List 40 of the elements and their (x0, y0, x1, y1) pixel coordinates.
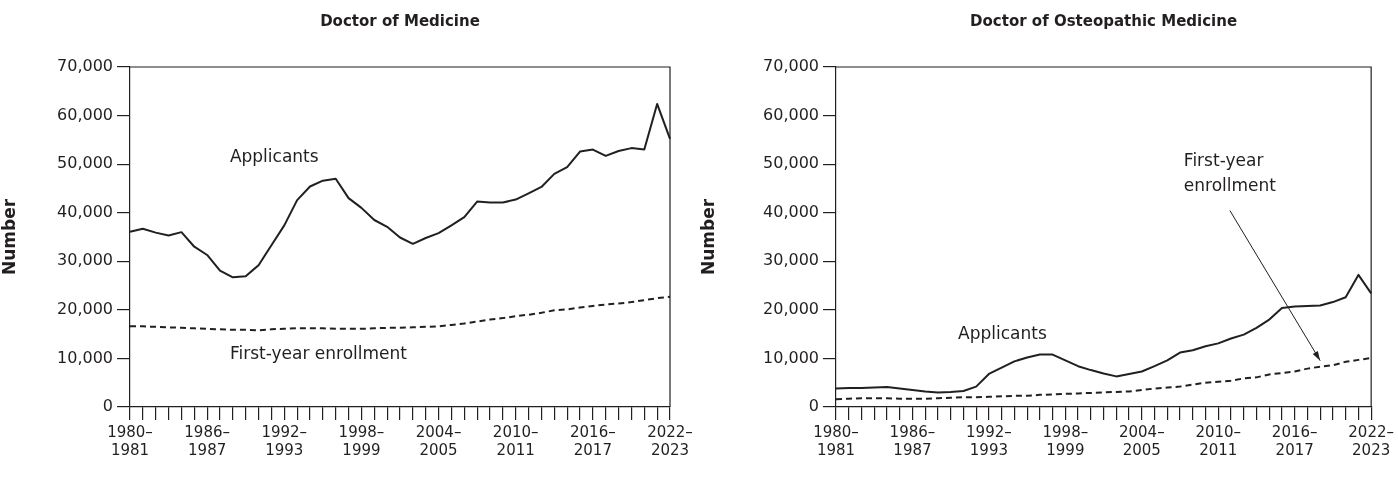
y-axis-title: Number (697, 198, 718, 276)
y-tick-label: 70,000 (763, 56, 819, 76)
y-tick-label: 20,000 (57, 299, 113, 319)
x-tick-label: 1986–1987 (184, 422, 230, 459)
x-tick-label: 2022–2023 (647, 422, 693, 459)
x-tick-label: 1980–1981 (813, 422, 859, 459)
x-tick-label: 2004–2005 (415, 422, 462, 459)
chart-title: Doctor of Medicine (320, 11, 480, 30)
y-tick-label: 40,000 (57, 201, 113, 221)
x-tick-label: 2022–2023 (1348, 422, 1395, 459)
y-tick-label: 10,000 (57, 347, 113, 367)
text: First-year enrollment (1183, 149, 1277, 195)
y-tick-label: 50,000 (57, 153, 113, 173)
y-tick-label: 40,000 (763, 201, 819, 221)
series-label: Applicants (958, 323, 1047, 343)
x-tick-label: 2010–2011 (492, 422, 539, 459)
y-tick-label: 30,000 (57, 250, 113, 270)
y-tick-label: 20,000 (763, 299, 819, 319)
x-tick-label: 1998–1999 (1042, 422, 1089, 459)
y-tick-label: 70,000 (57, 56, 113, 76)
chart-title: Doctor of Osteopathic Medicine (970, 11, 1238, 30)
x-tick-label: 2016–2017 (1271, 422, 1318, 459)
y-tick-label: 10,000 (763, 347, 819, 367)
y-tick-label: 0 (808, 396, 819, 416)
y-tick-label: 30,000 (763, 250, 819, 270)
y-tick-label: 50,000 (763, 153, 819, 173)
x-tick-label: 2010–2011 (1195, 422, 1242, 459)
x-tick-label: 2004–2005 (1118, 422, 1165, 459)
x-tick-label: 1986–1987 (889, 422, 936, 459)
x-tick-label: 1992–1993 (966, 422, 1012, 459)
series-label: First-year enrollment (229, 343, 408, 364)
y-tick-label: 0 (102, 396, 113, 416)
x-tick-label: 2016–2017 (570, 422, 616, 459)
x-tick-label: 1980–1981 (107, 422, 153, 459)
x-tick-label: 1992–1993 (261, 422, 308, 459)
y-tick-label: 60,000 (763, 104, 819, 124)
y-axis-title: Number (0, 198, 19, 276)
series-label: Applicants (229, 146, 319, 167)
x-tick-label: 1998–1999 (338, 422, 385, 459)
y-tick-label: 60,000 (57, 104, 113, 124)
